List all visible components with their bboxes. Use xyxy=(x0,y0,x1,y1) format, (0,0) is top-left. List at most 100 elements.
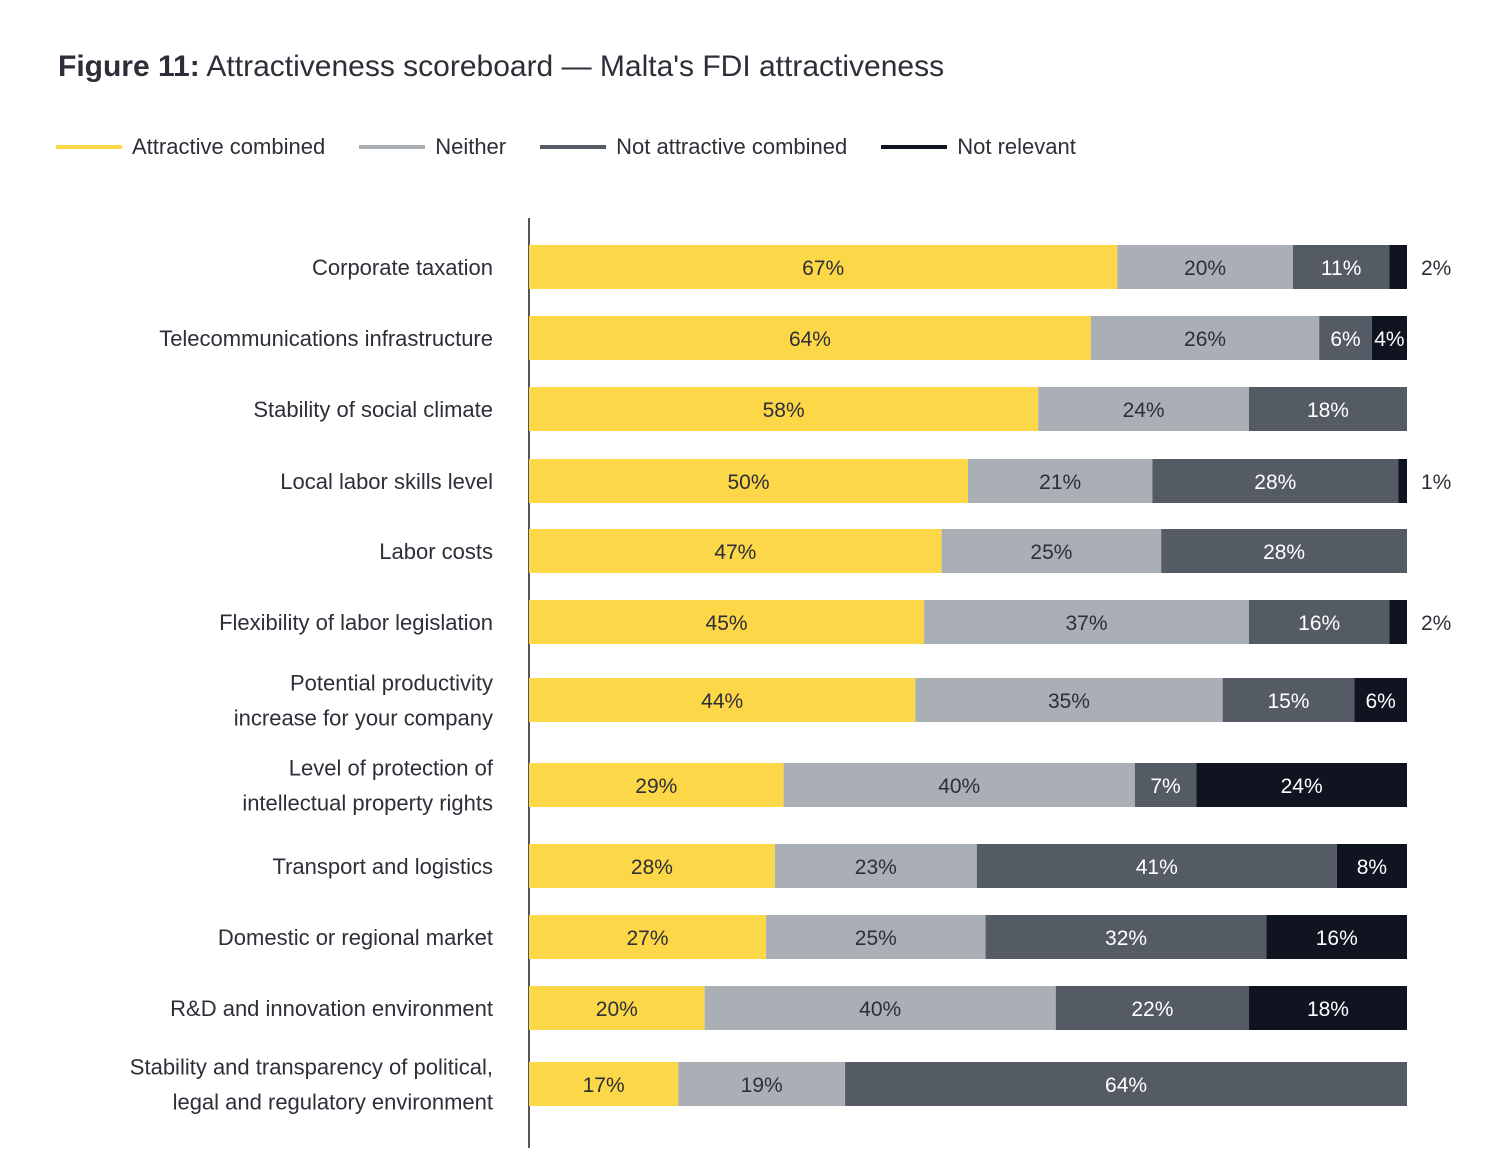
data-label: 21% xyxy=(1039,471,1081,494)
legend-label: Attractive combined xyxy=(132,134,326,159)
bar-segment-not-attractive xyxy=(1222,678,1355,722)
bar-segment-not-attractive xyxy=(1134,763,1197,807)
category-label: Domestic or regional market xyxy=(218,925,493,950)
bar-segment-attractive xyxy=(529,600,925,644)
bar-segment-neither xyxy=(704,986,1056,1030)
category-label: increase for your company xyxy=(234,706,493,731)
category-label: Stability of social climate xyxy=(253,397,493,422)
legend-swatch xyxy=(540,145,607,149)
category-label: Corporate taxation xyxy=(312,255,493,280)
category-label: Local labor skills level xyxy=(280,469,493,494)
bar-segment-neither xyxy=(968,459,1153,503)
data-label: 28% xyxy=(631,856,673,879)
data-label: 16% xyxy=(1316,927,1358,950)
data-label: 67% xyxy=(802,257,844,280)
bar-segment-neither xyxy=(774,844,977,888)
legend-label: Neither xyxy=(435,134,507,159)
data-label: 25% xyxy=(855,927,897,950)
legend-item-not-relevant: Not relevant xyxy=(881,134,1076,160)
bar-segment-neither xyxy=(783,763,1135,807)
legend-label: Not attractive combined xyxy=(616,134,848,159)
bar-segment-not-attractive xyxy=(985,915,1267,959)
data-label: 40% xyxy=(938,775,980,798)
bar-segment-attractive xyxy=(529,245,1118,289)
category-label: Level of protection of xyxy=(289,756,494,781)
category-label: legal and regulatory environment xyxy=(173,1090,493,1115)
bar-segment-neither xyxy=(1090,316,1320,360)
data-label: 20% xyxy=(1184,257,1226,280)
data-label: 40% xyxy=(859,998,901,1021)
bar-segment-neither xyxy=(678,1062,846,1106)
figure-number: Figure 11: xyxy=(58,50,200,83)
data-label: 23% xyxy=(855,856,897,879)
bar-segment-attractive xyxy=(529,678,916,722)
legend-item-not-attractive: Not attractive combined xyxy=(540,134,847,160)
legend-swatch xyxy=(881,145,948,149)
bar-segment-neither xyxy=(1117,245,1293,289)
data-label-outside: 2% xyxy=(1421,257,1451,280)
data-label: 22% xyxy=(1131,998,1173,1021)
data-label: 58% xyxy=(763,399,805,422)
data-label: 20% xyxy=(596,998,638,1021)
data-label: 47% xyxy=(714,541,756,564)
data-label: 8% xyxy=(1357,856,1387,879)
data-label: 4% xyxy=(1374,328,1404,351)
category-label: R&D and innovation environment xyxy=(170,996,493,1021)
bar-segment-not-relevant xyxy=(1389,600,1407,644)
legend-swatch xyxy=(56,145,122,149)
data-label: 27% xyxy=(627,927,669,950)
bar-segment-attractive xyxy=(529,844,775,888)
category-label: Flexibility of labor legislation xyxy=(219,610,493,635)
bar-segment-not-relevant xyxy=(1248,986,1407,1030)
bar-segment-attractive xyxy=(529,986,705,1030)
data-label: 24% xyxy=(1281,775,1323,798)
data-label: 11% xyxy=(1321,257,1361,280)
bar-segment-not-relevant xyxy=(1336,844,1407,888)
data-label: 32% xyxy=(1105,927,1147,950)
data-label: 17% xyxy=(583,1074,625,1097)
data-label: 29% xyxy=(635,775,677,798)
bar-segment-not-attractive xyxy=(1248,600,1390,644)
legend-item-attractive: Attractive combined xyxy=(56,134,325,160)
data-label: 35% xyxy=(1048,690,1090,713)
category-label: Transport and logistics xyxy=(272,854,493,879)
data-label: 44% xyxy=(701,690,743,713)
data-label-outside: 2% xyxy=(1421,612,1451,635)
data-label: 64% xyxy=(789,328,831,351)
bar-segment-neither xyxy=(915,678,1223,722)
data-label: 24% xyxy=(1123,399,1165,422)
bar-segment-neither xyxy=(1038,387,1249,431)
bar-segment-neither xyxy=(766,915,986,959)
chart-title: Figure 11: Attractiveness scoreboard — M… xyxy=(58,50,944,84)
bar-segment-neither xyxy=(924,600,1249,644)
bar-segment-attractive xyxy=(529,387,1039,431)
bar-segment-attractive xyxy=(529,316,1091,360)
data-label: 50% xyxy=(727,471,769,494)
bar-segment-not-attractive xyxy=(1319,316,1372,360)
data-label: 18% xyxy=(1307,998,1349,1021)
bar-segment-attractive xyxy=(529,915,767,959)
category-label: Stability and transparency of political, xyxy=(130,1055,493,1080)
data-label: 28% xyxy=(1263,541,1305,564)
data-label: 26% xyxy=(1184,328,1226,351)
data-label: 15% xyxy=(1267,690,1309,713)
bar-segment-neither xyxy=(941,529,1162,573)
bar-segment-not-attractive xyxy=(1152,459,1399,503)
bar-segment-attractive xyxy=(529,763,784,807)
bar-segment-attractive xyxy=(529,459,968,503)
category-label: Labor costs xyxy=(379,539,493,564)
bar-segment-not-attractive xyxy=(1292,245,1390,289)
data-label: 28% xyxy=(1254,471,1296,494)
bar-segment-attractive xyxy=(529,1062,679,1106)
legend: Attractive combined Neither Not attractive… xyxy=(56,130,1110,164)
legend-item-neither: Neither xyxy=(359,134,506,160)
data-label: 25% xyxy=(1030,541,1072,564)
bar-segment-not-attractive xyxy=(976,844,1337,888)
data-label: 16% xyxy=(1298,612,1340,635)
bar-segment-attractive xyxy=(529,529,942,573)
legend-label: Not relevant xyxy=(957,134,1076,159)
category-label: Potential productivity xyxy=(290,671,493,696)
bar-segment-not-relevant xyxy=(1196,763,1407,807)
data-label: 64% xyxy=(1105,1074,1147,1097)
